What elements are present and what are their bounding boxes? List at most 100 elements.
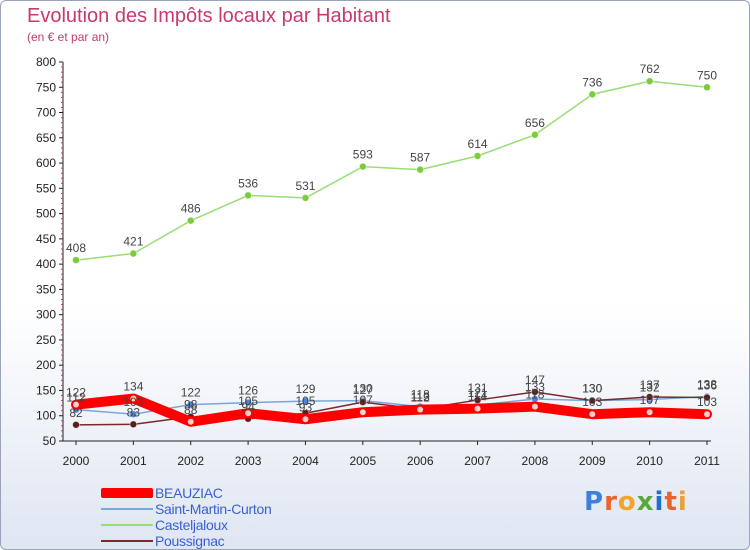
data-label: 656 (525, 116, 545, 130)
x-tick-label: 2003 (235, 454, 262, 468)
data-point (129, 249, 138, 258)
data-label: 82 (69, 406, 83, 420)
data-point (417, 406, 424, 413)
legend-label: Saint-Martin-Curton (155, 501, 272, 517)
y-tick-label: 200 (36, 358, 56, 372)
x-tick-label: 2008 (522, 454, 549, 468)
data-point (645, 77, 654, 86)
y-tick-label: 450 (36, 232, 56, 246)
data-point (73, 401, 79, 408)
logo-letter: r (604, 487, 618, 517)
data-label: 107 (353, 393, 373, 407)
logo-letter: o (617, 487, 637, 517)
data-label: 136 (697, 379, 717, 393)
data-point (358, 398, 367, 406)
y-tick-label: 700 (36, 106, 56, 120)
data-label: 137 (640, 378, 660, 392)
y-tick-label: 100 (36, 409, 56, 423)
data-label: 486 (181, 202, 201, 216)
chart-title: Evolution des Impôts locaux par Habitant (27, 5, 391, 27)
data-label: 736 (582, 75, 602, 89)
data-point (72, 420, 80, 429)
data-point (416, 165, 425, 174)
data-point (473, 152, 482, 160)
logo-letter: P (584, 487, 605, 517)
data-point (531, 130, 539, 139)
y-tick-label: 250 (36, 333, 56, 347)
data-label: 113 (411, 390, 430, 404)
logo-letter: i (654, 487, 665, 517)
data-label: 122 (181, 386, 201, 400)
data-label: 118 (525, 388, 544, 402)
data-point (186, 400, 195, 409)
data-point (244, 191, 252, 200)
data-label: 105 (238, 394, 258, 408)
data-label: 138 (697, 378, 717, 392)
logo-letter: i (677, 487, 688, 517)
data-point (588, 90, 597, 99)
data-point (129, 410, 138, 419)
data-point (245, 410, 252, 417)
data-label: 118 (411, 388, 430, 402)
x-tick-label: 2005 (349, 454, 376, 468)
data-label: 98 (184, 398, 198, 412)
data-point (703, 83, 711, 92)
data-point (302, 416, 309, 423)
data-point (531, 403, 538, 410)
logo-letter: t (664, 487, 678, 517)
y-tick-label: 550 (36, 181, 56, 195)
data-label: 408 (66, 241, 86, 255)
data-point (359, 409, 366, 416)
data-label: 103 (582, 395, 602, 409)
data-label: 614 (468, 137, 488, 151)
data-label: 112 (66, 391, 85, 405)
data-point (301, 397, 310, 405)
data-label: 103 (697, 395, 717, 409)
x-tick-label: 2004 (292, 454, 319, 468)
data-label: 88 (184, 403, 198, 417)
legend-label: Casteljaloux (155, 517, 228, 533)
data-label: 134 (123, 380, 143, 394)
y-tick-label: 150 (36, 383, 56, 397)
legend-swatch (101, 524, 153, 526)
y-tick-label: 800 (36, 55, 56, 69)
data-label: 121 (468, 386, 488, 400)
data-label: 129 (295, 382, 315, 396)
data-label: 130 (582, 382, 602, 396)
y-tick-label: 750 (36, 80, 56, 94)
series-line-casteljaloux (75, 80, 708, 261)
data-point (588, 396, 597, 405)
data-label: 114 (468, 390, 487, 404)
x-tick-label: 2000 (63, 454, 90, 468)
data-label: 105 (295, 394, 315, 408)
data-label: 83 (127, 405, 141, 419)
data-label: 94 (241, 400, 255, 414)
data-label: 133 (525, 380, 545, 394)
y-tick-label: 400 (36, 257, 56, 271)
data-point (301, 194, 310, 202)
data-point (589, 411, 596, 418)
x-tick-label: 2011 (694, 454, 720, 468)
data-label: 130 (353, 382, 373, 396)
data-point (129, 420, 138, 429)
legend-label: Poussignac (155, 533, 225, 549)
data-point (358, 162, 367, 171)
data-point (704, 411, 710, 418)
data-label: 122 (66, 386, 86, 400)
x-tick-label: 2006 (407, 454, 434, 468)
data-label: 127 (353, 383, 373, 397)
x-tick-label: 2010 (636, 454, 663, 468)
data-label: 132 (640, 381, 660, 395)
data-point (646, 409, 653, 416)
data-label: 531 (295, 179, 315, 193)
y-tick-label: 500 (36, 207, 56, 221)
data-label: 130 (582, 382, 602, 396)
data-label: 131 (468, 381, 488, 395)
data-label: 126 (238, 384, 258, 398)
data-label: 421 (123, 235, 143, 249)
y-tick-label: 300 (36, 308, 56, 322)
data-label: 536 (238, 176, 258, 190)
data-label: 750 (697, 68, 717, 82)
